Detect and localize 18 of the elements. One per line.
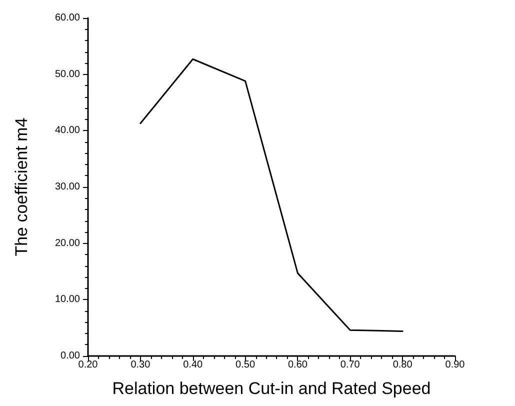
- x-tick-label: 0.90: [445, 360, 466, 370]
- x-axis-title: Relation between Cut-in and Rated Speed: [112, 379, 431, 398]
- y-tick-label: 30.00: [54, 182, 80, 192]
- y-tick-label: 10.00: [54, 294, 80, 306]
- y-tick-label: 20.00: [54, 238, 80, 249]
- x-tick-label: 0.70: [340, 360, 360, 370]
- x-tick-label: 0.20: [78, 360, 98, 370]
- x-tick-label: 0.80: [392, 360, 413, 370]
- line-series: [140, 58, 404, 332]
- y-axis-title: The coefficient m4: [12, 118, 31, 256]
- y-tick-label: 0.00: [60, 350, 80, 362]
- x-tick-label: 0.40: [183, 360, 204, 370]
- x-tick-label: 0.60: [288, 360, 308, 370]
- y-tick-label: 60.00: [54, 12, 80, 24]
- x-tick-label: 0.30: [130, 360, 151, 370]
- y-tick-label: 40.00: [54, 125, 80, 136]
- x-tick-label: 0.50: [236, 360, 256, 370]
- y-tick-label: 50.00: [54, 68, 80, 80]
